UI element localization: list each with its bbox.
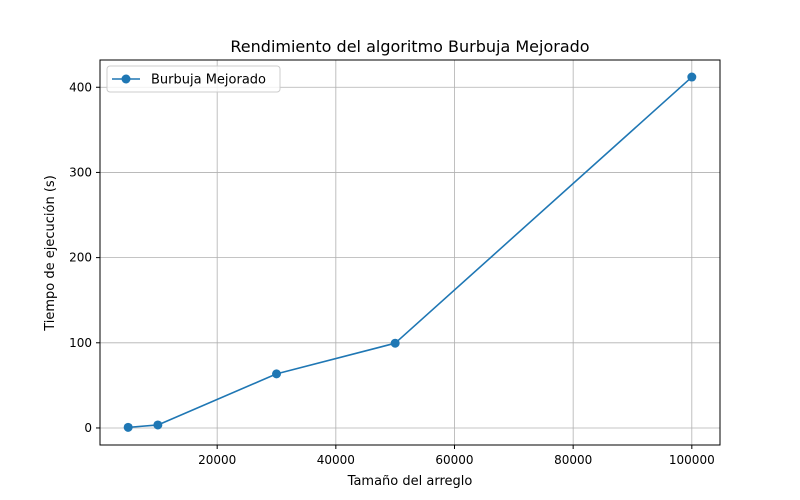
series-line (128, 76, 693, 429)
x-tick-label: 40000 (317, 453, 355, 467)
data-point (687, 72, 697, 82)
data-point (390, 338, 400, 348)
y-tick-label: 200 (69, 251, 92, 265)
x-tick-label: 100000 (669, 453, 715, 467)
legend-box (106, 65, 281, 93)
y-tick-label: 300 (69, 165, 92, 179)
y-axis-label: Tiempo de ejecución (s) (43, 175, 58, 332)
data-point (153, 420, 163, 430)
legend-entry-burbuja-mejorado: Burbuja Mejorado (151, 73, 266, 88)
y-axis-ticks: 0 100 200 300 400 (69, 80, 100, 435)
plot-area-frame (99, 59, 721, 446)
data-point (123, 422, 133, 432)
x-tick-label: 20000 (198, 453, 236, 467)
data-point (272, 369, 282, 379)
x-tick-label: 80000 (554, 453, 592, 467)
grid-lines (100, 60, 720, 445)
series-layer (123, 72, 697, 432)
y-tick-label: 400 (69, 80, 92, 94)
x-axis-ticks: 20000 40000 60000 80000 100000 (198, 445, 715, 467)
x-axis-label: Tamaño del arreglo (347, 474, 473, 489)
chart-title: Rendimiento del algoritmo Burbuja Mejora… (230, 37, 589, 56)
y-tick-label: 100 (69, 336, 92, 350)
x-tick-label: 60000 (435, 453, 473, 467)
legend: Burbuja Mejorado (106, 65, 281, 93)
legend-marker-swatch (121, 74, 131, 84)
y-tick-label: 0 (84, 421, 92, 435)
